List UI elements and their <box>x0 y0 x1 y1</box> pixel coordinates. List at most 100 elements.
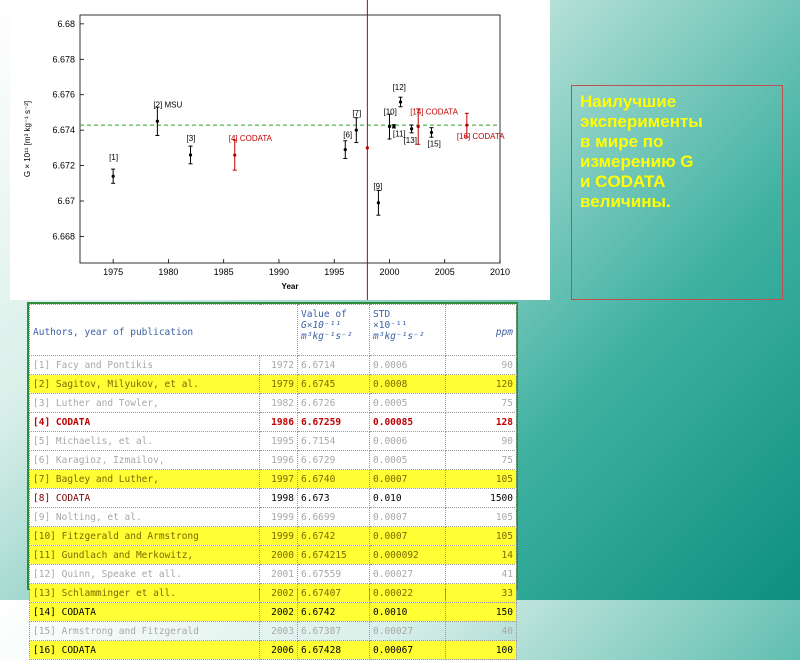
data-point <box>416 125 420 129</box>
table-row: [10] Fitzgerald and Armstrong 1999 6.6742 0… <box>29 526 517 546</box>
cell-ppm: 105 <box>445 469 517 489</box>
cell-value: 6.673 <box>297 488 370 508</box>
cell-value: 6.6740 <box>297 469 370 489</box>
cell-ppm: 90 <box>445 431 517 451</box>
cell-ppm: 105 <box>445 507 517 527</box>
y-tick-label: 6.674 <box>52 125 75 135</box>
table-row: [5] Michaelis, et al. 1995 6.7154 0.0006 90 <box>29 431 517 451</box>
cell-value: 6.6742 <box>297 526 370 546</box>
cell-ppm: 40 <box>445 621 517 641</box>
point-label: [15] <box>427 139 440 148</box>
cell-year: 1972 <box>259 355 298 375</box>
point-label: [10] <box>383 108 396 117</box>
table-body: [1] Facy and Pontikis 1972 6.6714 0.0006 90[… <box>29 355 517 660</box>
cell-year: 1996 <box>259 450 298 470</box>
cell-std: 0.0006 <box>369 355 446 375</box>
summary-line: и CODATA <box>580 172 666 191</box>
cell-std: 0.00067 <box>369 640 446 660</box>
cell-year: 1997 <box>259 469 298 489</box>
y-tick-label: 6.68 <box>57 19 75 29</box>
cell-authors: [4] CODATA <box>29 412 260 432</box>
y-tick-label: 6.67 <box>57 196 75 206</box>
cell-year: 1995 <box>259 431 298 451</box>
cell-authors: [15] Armstrong and Fitzgerald <box>29 621 260 641</box>
table-row: [6] Karagioz, Izmailov, 1996 6.6729 0.0005 7… <box>29 450 517 470</box>
cell-std: 0.00085 <box>369 412 446 432</box>
table-row: [12] Quinn, Speake et all. 2001 6.67559 0.0… <box>29 564 517 584</box>
chart-panel: 1975 1980 1985 1990 1995 2000 2005 2010 6.668 6.6… <box>10 0 550 300</box>
table-row: [3] Luther and Towler, 1982 6.6726 0.0005 75 <box>29 393 517 413</box>
point-label: [6] <box>343 131 352 140</box>
x-axis-label: Year <box>282 282 299 291</box>
g-measurements-chart: 1975 1980 1985 1990 1995 2000 2005 2010 6.668 6.6… <box>23 0 510 300</box>
table-row: [9] Nolting, et al. 1999 6.6699 0.0007 105 <box>29 507 517 527</box>
cell-value: 6.67387 <box>297 621 370 641</box>
data-point <box>354 128 358 132</box>
point-label: [4] CODATA <box>229 134 273 143</box>
cell-value: 6.6714 <box>297 355 370 375</box>
cell-year: 1979 <box>259 374 298 394</box>
summary-line: эксперименты <box>580 112 703 131</box>
x-tick-label: 2010 <box>490 267 510 277</box>
cell-authors: [3] Luther and Towler, <box>29 393 260 413</box>
cell-authors: [6] Karagioz, Izmailov, <box>29 450 260 470</box>
point-label: [1] <box>109 153 118 162</box>
cell-authors: [1] Facy and Pontikis <box>29 355 260 375</box>
point-label: [2] MSU <box>153 100 182 109</box>
summary-line: измерению G <box>580 152 694 171</box>
table-row: [7] Bagley and Luther, 1997 6.6740 0.0007 10… <box>29 469 517 489</box>
table-row: [4] CODATA 1986 6.67259 0.00085 128 <box>29 412 517 432</box>
cell-std: 0.00027 <box>369 621 446 641</box>
cell-ppm: 14 <box>445 545 517 565</box>
point-label: [16] CODATA <box>457 132 505 141</box>
x-tick-label: 1975 <box>103 267 123 277</box>
cell-authors: [14] CODATA <box>29 602 260 622</box>
cell-value: 6.67259 <box>297 412 370 432</box>
table-row: [16] CODATA 2006 6.67428 0.00067 100 <box>29 640 517 660</box>
cell-std: 0.0007 <box>369 526 446 546</box>
cell-ppm: 105 <box>445 526 517 546</box>
cell-authors: [8] CODATA <box>29 488 260 508</box>
data-point <box>409 127 414 131</box>
cell-year: 2002 <box>259 602 298 622</box>
header-authors: Authors, year of publication <box>29 304 298 356</box>
cell-value: 6.6699 <box>297 507 370 527</box>
cell-ppm: 90 <box>445 355 517 375</box>
point-label: [7] <box>352 109 361 118</box>
cell-authors: [12] Quinn, Speake et all. <box>29 564 260 584</box>
header-ppm: ppm <box>445 304 517 356</box>
cell-std: 0.0008 <box>369 374 446 394</box>
data-point <box>343 148 347 152</box>
data-point <box>429 130 434 135</box>
table-panel: Authors, year of publication Value of G×… <box>27 302 518 660</box>
cell-value: 6.67407 <box>297 583 370 603</box>
cell-authors: [16] CODATA <box>29 640 260 660</box>
data-point <box>392 124 396 128</box>
cell-ppm: 128 <box>445 412 517 432</box>
point-label: [9] <box>373 182 382 191</box>
table-row: [2] Sagitov, Milyukov, et al. 1979 6.6745 0… <box>29 374 517 394</box>
cell-std: 0.00022 <box>369 583 446 603</box>
cell-value: 6.67559 <box>297 564 370 584</box>
cell-authors: [5] Michaelis, et al. <box>29 431 260 451</box>
x-tick-label: 2000 <box>379 267 399 277</box>
data-point <box>365 146 369 150</box>
plot-frame <box>79 14 501 264</box>
point-label: [11] <box>393 129 406 138</box>
cell-ppm: 75 <box>445 393 517 413</box>
cell-value: 6.6729 <box>297 450 370 470</box>
x-tick-label: 1985 <box>214 267 234 277</box>
cell-value: 6.7154 <box>297 431 370 451</box>
y-axis-label: G × 10¹¹ [m³ kg⁻¹ s⁻²] <box>23 101 32 177</box>
cell-year: 1982 <box>259 393 298 413</box>
cell-year: 1986 <box>259 412 298 432</box>
data-point <box>387 125 392 129</box>
table-row: [13] Schlamminger et all. 2002 6.67407 0.00… <box>29 583 517 603</box>
cell-year: 2003 <box>259 621 298 641</box>
summary-line: Наилучшие <box>580 92 677 111</box>
cell-value: 6.6726 <box>297 393 370 413</box>
y-tick-label: 6.678 <box>52 54 75 64</box>
point-label: [13] <box>404 136 417 145</box>
x-tick-label: 1980 <box>158 267 178 277</box>
data-point <box>155 119 159 123</box>
